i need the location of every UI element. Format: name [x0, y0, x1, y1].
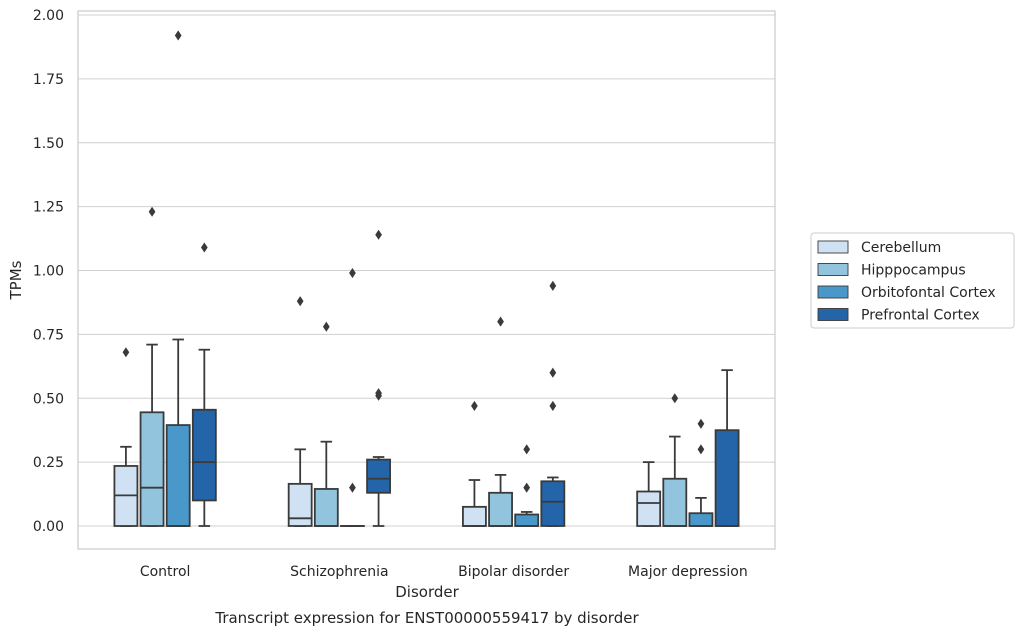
- box-orbitofontal-cortex: [514, 444, 540, 527]
- box-hipppocampus: [139, 206, 165, 527]
- legend-frame: [810, 232, 1015, 329]
- box-body: [287, 482, 313, 527]
- outlier-point: [296, 296, 304, 307]
- outlier-point: [549, 400, 557, 411]
- legend-label: Cerebellum: [861, 240, 941, 256]
- legend-swatch: [817, 263, 849, 276]
- box-body: [688, 512, 714, 527]
- box-cerebellum: [462, 400, 487, 527]
- box-cerebellum: [287, 296, 313, 527]
- x-tick-label: Major depression: [628, 564, 748, 580]
- outlier-point: [471, 400, 478, 411]
- box-body: [488, 491, 513, 527]
- legend-label: Orbitofontal Cortex: [861, 285, 996, 301]
- box-prefrontal-cortex: [540, 280, 566, 527]
- legend-label: Hipppocampus: [861, 263, 966, 279]
- outlier-point: [549, 367, 557, 378]
- outlier-point: [375, 388, 382, 399]
- box-orbitofontal-cortex: [340, 268, 365, 527]
- box-body: [462, 505, 487, 527]
- y-tick-label: 1.25: [33, 200, 64, 216]
- outlier-point: [148, 206, 156, 217]
- box-hipppocampus: [313, 321, 339, 527]
- box-body: [714, 429, 740, 527]
- plot-frame: [77, 10, 776, 550]
- outlier-point: [200, 242, 208, 253]
- legend-swatch: [817, 240, 849, 254]
- y-tick-label: 2.00: [33, 8, 64, 24]
- box-hipppocampus: [662, 393, 688, 527]
- outlier-point: [671, 393, 679, 404]
- box-body: [165, 424, 191, 527]
- chart-caption: Transcript expression for ENST0000055941…: [214, 609, 639, 627]
- legend-swatch: [817, 308, 849, 321]
- x-tick-label: Bipolar disorder: [458, 564, 569, 580]
- boxes: [113, 30, 740, 527]
- gridlines: [78, 14, 775, 527]
- outlier-point: [174, 30, 182, 41]
- y-tick-label: 1.75: [33, 72, 64, 88]
- box-body: [636, 490, 662, 527]
- box-body: [514, 513, 540, 527]
- outlier-point: [122, 347, 130, 358]
- outlier-point: [375, 229, 382, 240]
- x-tick-label: Schizophrenia: [290, 564, 388, 580]
- outlier-point: [697, 418, 705, 429]
- box-prefrontal-cortex: [714, 369, 740, 527]
- box-body: [662, 477, 688, 527]
- legend-swatch: [817, 285, 849, 299]
- outlier-point: [349, 482, 356, 493]
- box-body: [139, 411, 165, 527]
- box-body: [540, 480, 566, 527]
- box-cerebellum: [113, 347, 139, 527]
- box-body: [313, 488, 339, 527]
- box-prefrontal-cortex: [191, 242, 217, 527]
- box-cerebellum: [636, 461, 662, 527]
- box-orbitofontal-cortex: [688, 418, 714, 527]
- x-tick-labels: Control Schizophrenia Bipolar disorder Majo…: [140, 564, 748, 580]
- box-body: [191, 408, 217, 502]
- outlier-point: [322, 321, 330, 332]
- y-tick-label: 0.00: [33, 519, 64, 535]
- outlier-point: [523, 482, 531, 493]
- y-tick-label: 1.50: [33, 136, 64, 152]
- box-prefrontal-cortex: [366, 229, 391, 527]
- y-tick-labels: 0.00 0.25 0.50 0.75 1.00 1.25 1.50 1.75 2.00: [33, 8, 64, 535]
- outlier-point: [349, 268, 356, 279]
- outlier-point: [497, 316, 504, 327]
- y-tick-label: 0.25: [33, 455, 64, 471]
- box-hipppocampus: [488, 316, 513, 527]
- x-axis-label: Disorder: [395, 583, 459, 601]
- outlier-point: [523, 444, 531, 455]
- outlier-point: [697, 444, 705, 455]
- legend-label: Prefrontal Cortex: [861, 308, 980, 324]
- box-orbitofontal-cortex: [165, 30, 191, 527]
- outlier-point: [549, 280, 557, 291]
- legend: Cerebellum Hipppocampus Orbitofontal Corte…: [810, 232, 1015, 329]
- box-body: [366, 458, 391, 494]
- y-axis-label: TPMs: [7, 260, 25, 300]
- y-tick-label: 0.75: [33, 327, 64, 343]
- x-tick-label: Control: [140, 564, 191, 580]
- y-tick-label: 1.00: [33, 264, 64, 280]
- y-tick-label: 0.50: [33, 391, 64, 407]
